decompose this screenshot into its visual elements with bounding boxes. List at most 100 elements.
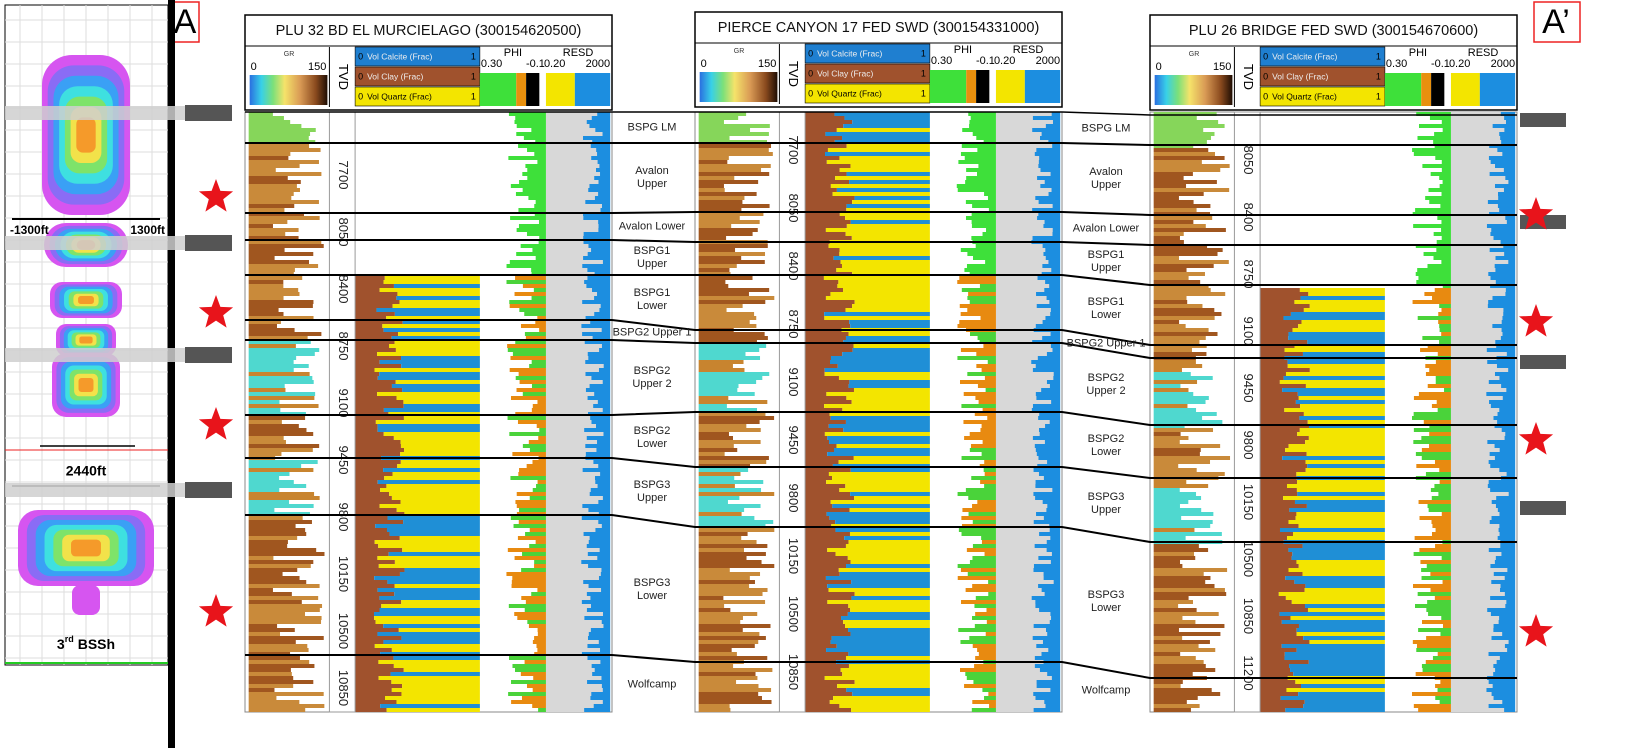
clay-fill — [355, 428, 378, 432]
gr-fill — [698, 544, 768, 548]
phi-fill — [971, 224, 996, 228]
resd-fill — [590, 488, 611, 492]
depth-label: 8400 — [786, 252, 801, 281]
gr-fill — [1153, 620, 1196, 624]
gr-fill — [698, 452, 725, 456]
gr-fill — [698, 496, 740, 500]
gr-fill — [698, 404, 727, 408]
resd-fill — [586, 608, 611, 612]
gr-fill — [698, 360, 744, 364]
phi-fill — [518, 224, 546, 228]
mineral-fill — [1283, 496, 1385, 500]
clay-fill — [1260, 392, 1298, 396]
resd-fill — [587, 396, 611, 400]
mineral-fill — [848, 604, 930, 608]
resd-fill — [601, 684, 611, 688]
clay-fill — [805, 612, 848, 616]
phi-fill — [958, 160, 996, 164]
clay-fill — [805, 312, 825, 316]
mineral-fill — [833, 256, 930, 260]
mineral-fill — [380, 704, 480, 708]
gr-fill — [1153, 440, 1180, 444]
resd-fill — [1507, 568, 1516, 572]
target-star — [198, 594, 234, 627]
mineral-fill — [383, 328, 480, 332]
gr-fill — [248, 320, 281, 324]
mineral-fill — [1290, 312, 1385, 316]
gr-fill — [1153, 132, 1215, 136]
resd-fill — [1050, 560, 1061, 564]
gr-fill — [248, 352, 315, 356]
mineral-fill — [830, 500, 930, 504]
mineral-fill — [401, 364, 480, 368]
mineral-fill — [1299, 288, 1385, 292]
resd-fill — [1497, 508, 1516, 512]
mineral-fill — [1287, 484, 1385, 488]
mineral-fill — [1287, 536, 1385, 540]
clay-fill — [355, 544, 379, 548]
clay-fill — [355, 348, 396, 352]
clay-fill — [805, 376, 839, 380]
clay-fill — [805, 156, 840, 160]
gr-fill — [698, 432, 729, 436]
gr-fill — [698, 248, 736, 252]
gr-fill — [698, 332, 765, 336]
gr-fill — [248, 528, 306, 532]
mineral-fill — [378, 676, 480, 680]
mineral-fill — [829, 700, 930, 704]
gr-fill — [698, 344, 767, 348]
clay-fill — [355, 596, 380, 600]
resd-fill — [585, 360, 611, 364]
clay-fill — [805, 544, 846, 548]
clay-fill — [355, 624, 384, 628]
phi-fill — [1444, 388, 1451, 392]
mineral-fill — [851, 708, 930, 712]
mineral-fill — [1283, 376, 1385, 380]
mineral-fill — [377, 588, 480, 592]
resd-fill — [1496, 660, 1516, 664]
clay-fill — [805, 564, 847, 568]
mineral-fill — [379, 372, 480, 376]
gr-fill — [698, 232, 753, 236]
phi-fill — [1418, 276, 1451, 280]
clay-fill — [1260, 468, 1306, 472]
resd-fill — [1506, 220, 1516, 224]
clay-fill — [1260, 520, 1289, 524]
clay-fill — [1260, 560, 1297, 564]
phi-fill — [507, 344, 546, 348]
zone-label: BSPG LM — [1081, 122, 1131, 135]
resd-fill — [602, 688, 611, 692]
clay-fill — [805, 424, 829, 428]
resd-fill — [594, 312, 611, 316]
resd-fill — [583, 580, 611, 584]
gr-fill — [1153, 544, 1199, 548]
gr-fill — [1153, 372, 1191, 376]
phi-fill — [975, 596, 996, 600]
mineral-fill — [849, 380, 930, 384]
resd-fill — [1502, 332, 1516, 336]
gr-fill — [1153, 216, 1213, 220]
mineral-fill — [830, 416, 930, 420]
mineral-fill — [401, 692, 480, 696]
phi-fill — [531, 408, 546, 412]
resd-fill — [1034, 664, 1061, 668]
resd-fill — [598, 368, 611, 372]
mineral-fill — [1288, 444, 1385, 448]
resd-fill — [1037, 216, 1061, 220]
phi-fill — [1425, 660, 1451, 664]
mineral-fill — [846, 688, 930, 692]
gr-fill — [698, 656, 768, 660]
mineral-fill — [843, 288, 930, 292]
phi-fill — [524, 312, 546, 316]
resd-fill — [1495, 164, 1516, 168]
mineral-fill — [1305, 460, 1385, 464]
mineral-fill — [842, 136, 930, 140]
clay-fill — [1260, 472, 1297, 476]
clay-fill — [805, 248, 840, 252]
gr-fill — [1153, 500, 1189, 504]
phi-fill — [1437, 352, 1451, 356]
resd-fill — [1035, 484, 1061, 488]
phi-fill — [964, 684, 996, 688]
